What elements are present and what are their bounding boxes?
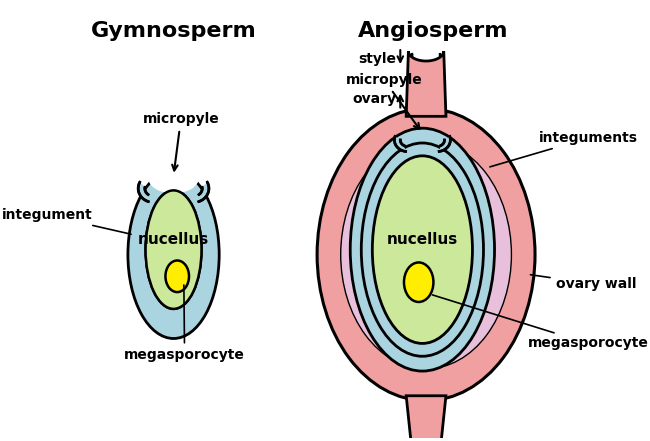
Circle shape: [404, 262, 434, 302]
Ellipse shape: [361, 143, 484, 356]
Text: micropyle: micropyle: [142, 112, 219, 171]
Ellipse shape: [128, 171, 219, 339]
Ellipse shape: [146, 191, 202, 309]
Ellipse shape: [350, 128, 495, 371]
Text: nucellus: nucellus: [387, 232, 458, 247]
Polygon shape: [439, 136, 450, 151]
Text: integument: integument: [2, 208, 131, 234]
Text: integuments: integuments: [490, 131, 638, 167]
Text: micropyle: micropyle: [346, 73, 422, 129]
Text: ovary wall: ovary wall: [530, 275, 636, 291]
Text: style: style: [358, 52, 396, 66]
Ellipse shape: [372, 156, 473, 344]
Ellipse shape: [146, 191, 202, 309]
Polygon shape: [406, 396, 446, 441]
Polygon shape: [406, 51, 446, 116]
Text: megasporocyte: megasporocyte: [124, 285, 245, 363]
Circle shape: [166, 261, 189, 292]
Text: Angiosperm: Angiosperm: [358, 21, 509, 41]
Polygon shape: [395, 136, 406, 151]
Ellipse shape: [341, 141, 511, 368]
Text: nucellus: nucellus: [138, 232, 209, 247]
Polygon shape: [138, 182, 148, 202]
Text: funiculus: funiculus: [0, 440, 1, 441]
Text: ovary: ovary: [352, 92, 396, 105]
Text: Gymnosperm: Gymnosperm: [90, 21, 256, 41]
Text: megasporocyte: megasporocyte: [432, 295, 649, 351]
Ellipse shape: [317, 108, 535, 401]
Polygon shape: [199, 182, 209, 202]
Ellipse shape: [148, 164, 199, 193]
Ellipse shape: [341, 141, 511, 368]
